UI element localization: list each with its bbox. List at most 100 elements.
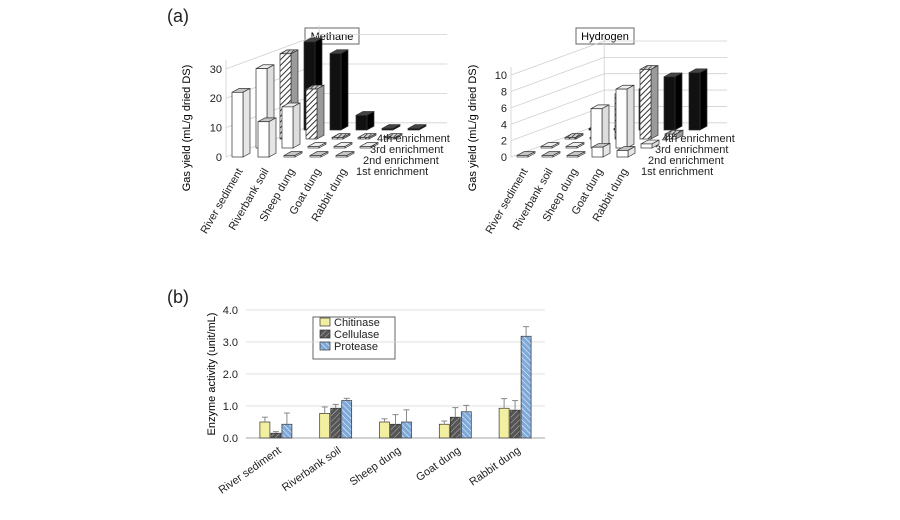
methane-bar — [281, 102, 301, 149]
hydrogen-bar-front — [540, 146, 553, 149]
enzyme-legend-swatch — [319, 317, 331, 327]
enzyme-ytick: 1.0 — [223, 401, 238, 413]
hydrogen-ytick: 4 — [501, 119, 507, 131]
enzyme-bar-chitinase — [379, 421, 390, 439]
methane-bar-front — [281, 106, 294, 149]
methane-chart: Methane Gas yield (mL/g dried DS) 010203… — [181, 25, 450, 236]
enzyme-bar-cellulase — [509, 409, 521, 439]
hydrogen-bar — [590, 104, 610, 149]
hydrogen-bar-side — [601, 104, 610, 149]
panel-a-label: (a) — [167, 6, 189, 26]
methane-bar-side — [340, 49, 349, 131]
methane-bar-front — [407, 128, 420, 131]
methane-bar-front — [283, 155, 296, 158]
methane-bar-side — [242, 87, 251, 158]
methane-bar-front — [333, 146, 346, 149]
hydrogen-ytick: 10 — [495, 70, 507, 82]
methane-bar — [231, 87, 251, 158]
enzyme-bar-protease — [520, 335, 532, 439]
methane-bar — [357, 133, 377, 140]
methane-bar — [335, 151, 355, 158]
hydrogen-grid-diag — [510, 40, 605, 76]
hydrogen-ytick: 0 — [501, 152, 507, 164]
enzyme-legend-label: Chitinase — [334, 317, 380, 329]
methane-bar — [307, 142, 327, 149]
hydrogen-bar — [565, 142, 585, 149]
methane-bar — [333, 142, 353, 149]
methane-bar — [381, 124, 401, 131]
hydrogen-bar-front — [663, 76, 676, 131]
enzyme-xtick: Goat dung — [414, 445, 463, 484]
hydrogen-bar-side — [626, 84, 635, 149]
methane-ytick: 10 — [210, 123, 222, 135]
enzyme-xtick: Sheep dung — [348, 445, 403, 489]
hydrogen-bar — [616, 146, 636, 158]
hydrogen-bar — [540, 142, 560, 149]
hydrogen-series-label: 2nd enrichment — [648, 155, 724, 167]
hydrogen-series-label: 1st enrichment — [641, 166, 713, 178]
hydrogen-bar-side — [650, 65, 659, 140]
hydrogen-grid-diag — [510, 106, 605, 142]
enzyme-bar-protease — [341, 400, 353, 439]
enzyme-bar-cellulase — [330, 407, 342, 439]
enzyme-ytick: 4.0 — [223, 305, 238, 317]
enzyme-xtick: River sediment — [217, 445, 284, 497]
enzyme-legend-swatch — [319, 329, 331, 339]
hydrogen-bar-front — [615, 88, 628, 149]
hydrogen-bar-front — [564, 137, 577, 140]
enzyme-ytick: 2.0 — [223, 369, 238, 381]
enzyme-ytick: 0.0 — [223, 433, 238, 445]
hydrogen-bar-front — [664, 133, 677, 140]
methane-ytick: 30 — [210, 64, 222, 76]
methane-series-label: 1st enrichment — [356, 166, 428, 178]
methane-bar — [309, 151, 329, 158]
enzyme-bar-protease — [460, 411, 472, 439]
enzyme-xtick: Riverbank soil — [280, 445, 343, 494]
methane-series-label: 3rd enrichment — [370, 144, 443, 156]
methane-grid-diag — [225, 34, 320, 70]
methane-series-label: 4th enrichment — [377, 133, 450, 145]
hydrogen-bar — [688, 68, 708, 131]
methane-ytick: 20 — [210, 93, 222, 105]
enzyme-legend-label: Cellulase — [334, 329, 379, 341]
enzyme-legend-swatch — [319, 341, 331, 351]
methane-bar — [329, 49, 349, 131]
methane-bar-front — [381, 128, 394, 131]
hydrogen-bar-front — [688, 72, 701, 131]
methane-bar-front — [257, 121, 270, 158]
methane-bar-side — [316, 84, 325, 140]
enzyme-legend-label: Protease — [334, 341, 378, 353]
hydrogen-bar-front — [590, 108, 603, 149]
methane-bar-front — [383, 137, 396, 140]
hydrogen-series-label: 4th enrichment — [662, 133, 735, 145]
hydrogen-bar-front — [516, 155, 529, 158]
panel-b-label: (b) — [167, 287, 189, 307]
methane-bar-front — [329, 53, 342, 131]
hydrogen-bar — [566, 151, 586, 158]
hydrogen-bar-side — [699, 68, 708, 131]
hydrogen-title-box — [575, 27, 635, 45]
hydrogen-ytick: 8 — [501, 87, 507, 99]
hydrogen-ytick: 2 — [501, 136, 507, 148]
hydrogen-bar-front — [639, 69, 652, 140]
enzyme-chart: Enzyme activity (unit/mL) 0.0 1.0 2.0 3.0 4.… — [206, 305, 545, 497]
methane-bar-front — [231, 91, 244, 158]
hydrogen-bar-front — [591, 146, 604, 158]
hydrogen-bar-front — [541, 155, 554, 158]
methane-bar-front — [357, 137, 370, 140]
enzyme-bar-cellulase — [449, 416, 461, 439]
hydrogen-bar — [564, 133, 584, 140]
methane-bar — [407, 124, 427, 131]
enzyme-ylabel: Enzyme activity (unit/mL) — [206, 313, 218, 436]
hydrogen-bar — [640, 139, 660, 149]
enzyme-bar-cellulase — [270, 432, 282, 439]
methane-bar-front — [335, 155, 348, 158]
hydrogen-bar-front — [566, 155, 579, 158]
methane-bar-front — [309, 155, 322, 158]
hydrogen-bar — [664, 129, 684, 140]
hydrogen-ylabel: Gas yield (mL/g dried DS) — [467, 65, 479, 192]
methane-bar-side — [292, 102, 301, 149]
hydrogen-grid-diag — [510, 73, 605, 109]
hydrogen-bar — [615, 84, 635, 149]
